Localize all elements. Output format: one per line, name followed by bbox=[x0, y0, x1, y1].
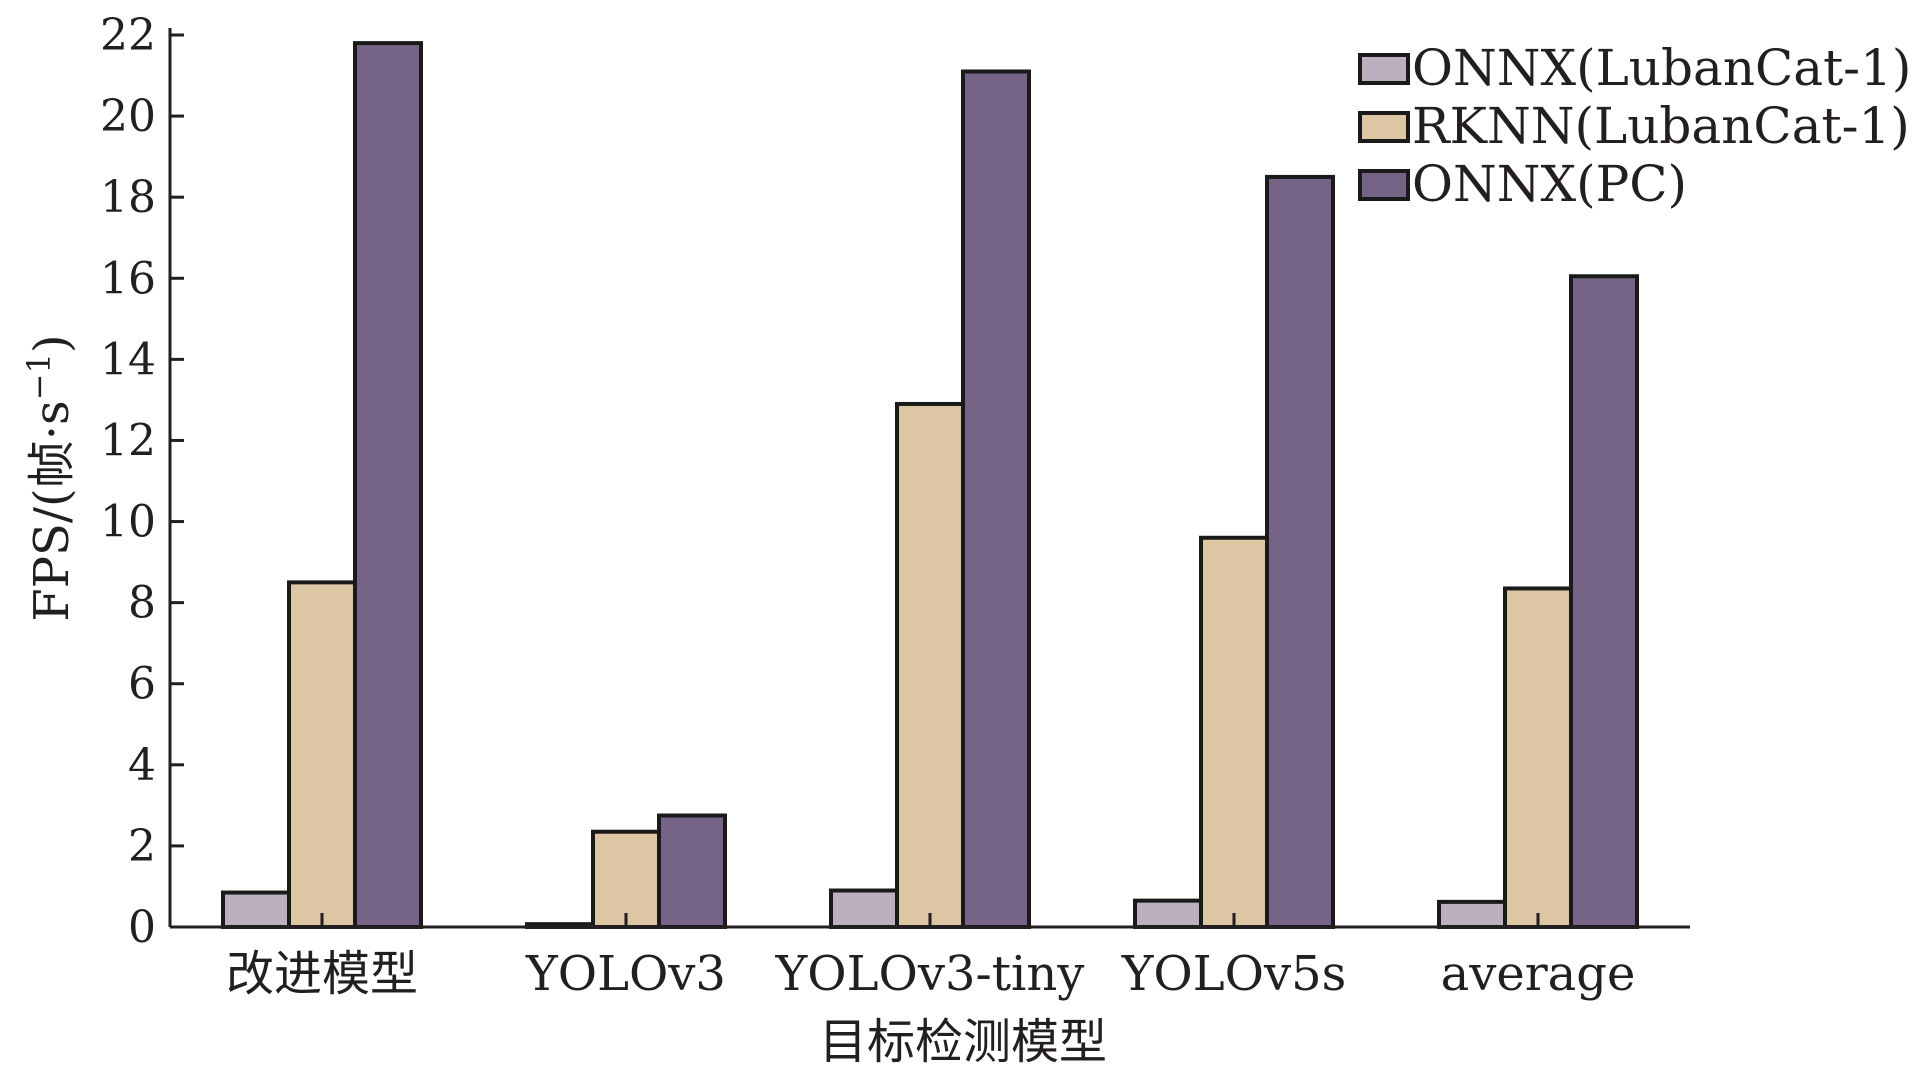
legend-label: ONNX(PC) bbox=[1412, 155, 1687, 213]
bar bbox=[1437, 899, 1507, 929]
y-tick-label: 16 bbox=[100, 253, 156, 304]
y-tick-label: 14 bbox=[100, 334, 156, 385]
y-tick-label: 22 bbox=[100, 10, 156, 61]
bar bbox=[961, 69, 1031, 929]
bar bbox=[1265, 174, 1335, 929]
x-category-labels: 改进模型 YOLOv3 YOLOv3-tiny YOLOv5s average bbox=[226, 913, 1635, 1002]
x-category-label: YOLOv3 bbox=[525, 946, 726, 1002]
y-tick-label: 0 bbox=[128, 902, 156, 953]
bar bbox=[1569, 274, 1639, 929]
bars-group bbox=[221, 41, 1639, 930]
y-tick-label: 12 bbox=[100, 415, 156, 466]
x-category-label: YOLOv5s bbox=[1121, 946, 1347, 1002]
bar bbox=[591, 829, 661, 930]
bar bbox=[657, 813, 727, 929]
bar bbox=[1199, 535, 1269, 929]
bar bbox=[895, 401, 965, 929]
y-axis-title: FPS/(帧·s−1) bbox=[20, 334, 80, 621]
y-axis-title-main: FPS/(帧·s bbox=[24, 400, 80, 621]
x-axis-title: 目标检测模型 bbox=[819, 1014, 1107, 1070]
legend-swatch bbox=[1358, 111, 1410, 143]
y-tick-label: 6 bbox=[128, 659, 156, 710]
legend-swatch bbox=[1358, 169, 1410, 201]
y-tick-label: 8 bbox=[128, 578, 156, 629]
bar bbox=[353, 41, 423, 930]
y-ticks-group: 0 2 4 6 8 10 12 14 16 18 20 22 bbox=[100, 10, 184, 953]
legend-label: RKNN(LubanCat-1) bbox=[1412, 97, 1910, 155]
bar bbox=[221, 890, 291, 930]
y-tick-label: 10 bbox=[100, 497, 156, 548]
bar bbox=[1503, 586, 1573, 929]
y-tick-label: 4 bbox=[128, 740, 156, 791]
legend-label: ONNX(LubanCat-1) bbox=[1412, 39, 1911, 97]
y-tick-label: 20 bbox=[100, 91, 156, 142]
bar bbox=[287, 580, 357, 929]
legend-swatch bbox=[1358, 53, 1410, 85]
x-category-label: 改进模型 bbox=[226, 946, 418, 1002]
bar bbox=[829, 888, 899, 930]
x-category-label: YOLOv3-tiny bbox=[775, 946, 1085, 1002]
y-axis-title-close: ) bbox=[24, 334, 80, 353]
y-axis-title-superscript: −1 bbox=[20, 353, 58, 400]
y-tick-label: 2 bbox=[128, 821, 156, 872]
legend: ONNX(LubanCat-1)RKNN(LubanCat-1)ONNX(PC) bbox=[1358, 39, 1911, 213]
y-tick-label: 18 bbox=[100, 172, 156, 223]
bar bbox=[1133, 898, 1203, 929]
x-category-label: average bbox=[1441, 946, 1636, 1002]
